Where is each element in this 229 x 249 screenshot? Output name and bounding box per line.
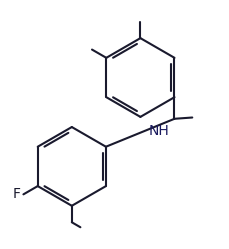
Text: F: F [13, 187, 21, 201]
Text: NH: NH [148, 124, 169, 138]
